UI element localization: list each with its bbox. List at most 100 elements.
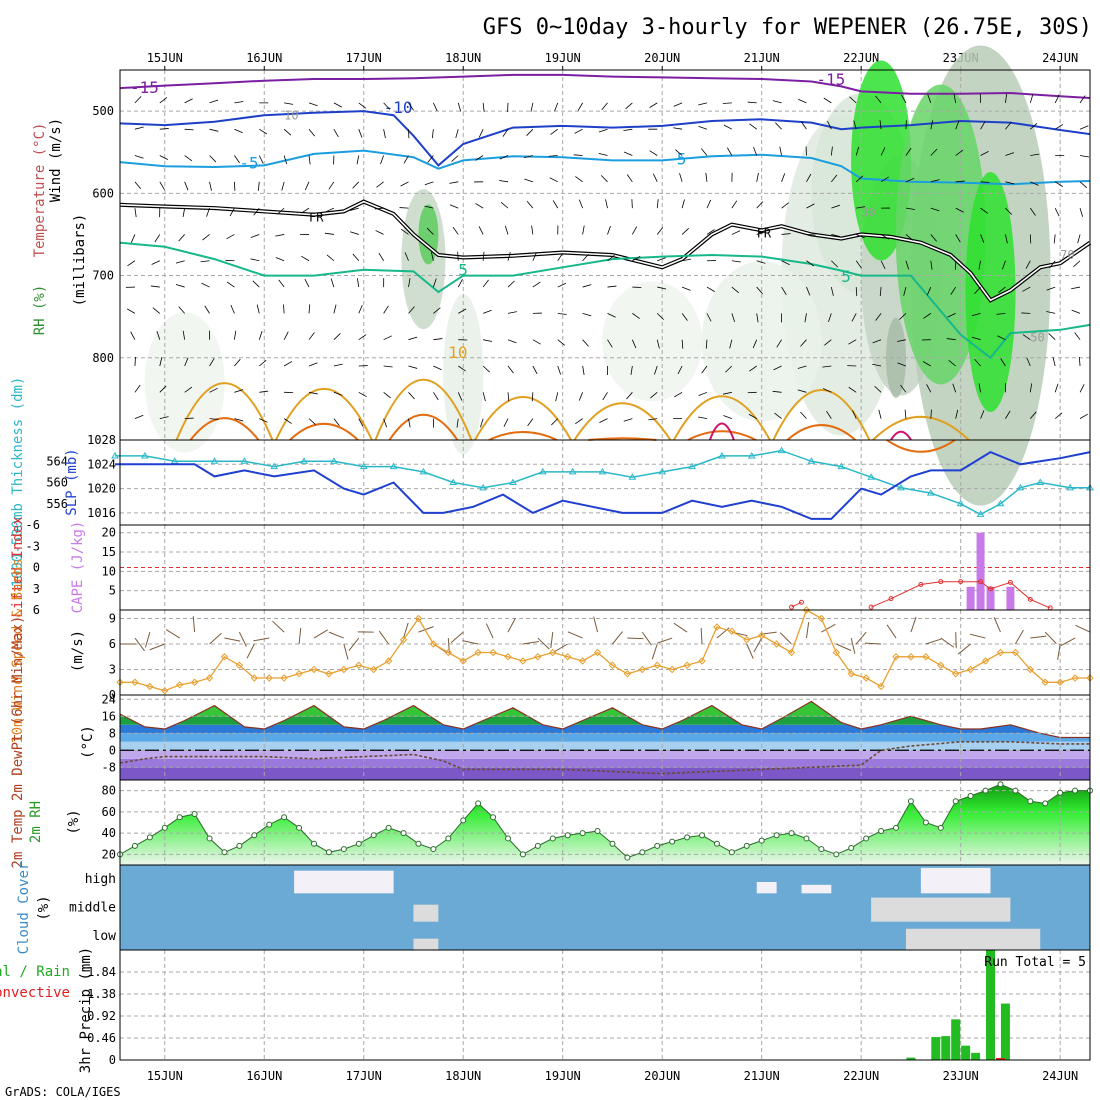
- wind-barb: [403, 622, 409, 639]
- wind-barb: [127, 260, 136, 267]
- thickness-point: [479, 483, 488, 491]
- wind-barb: [1077, 234, 1081, 244]
- wind-barb: [553, 643, 568, 653]
- wind-barb: [424, 181, 434, 186]
- wind-barb: [159, 128, 169, 130]
- wind-barb: [731, 200, 738, 209]
- rh-point: [400, 830, 407, 837]
- rh-point: [609, 840, 616, 847]
- wind-speed-point: [996, 648, 1005, 657]
- temperature-isotherm-m5: [119, 149, 1091, 186]
- wind-barb: [781, 173, 786, 182]
- wind-barb: [681, 313, 688, 321]
- wind-barb: [899, 313, 907, 320]
- precip-axis-titles: Total / Rain Convective 3hr Precip (mm): [0, 947, 94, 1073]
- wind-barb: [823, 97, 832, 104]
- lifted-index-point: [789, 604, 795, 610]
- wind-barb: [246, 643, 255, 659]
- thickness-point: [389, 462, 398, 470]
- wind-barb: [226, 234, 235, 240]
- thickness-tick-label: 560: [46, 476, 68, 490]
- wind-barb: [848, 339, 857, 345]
- wind-speed-point: [399, 636, 408, 644]
- rh-point: [445, 835, 452, 842]
- rh-point: [281, 814, 288, 821]
- rh-axis-titles: 2m RH (%): [28, 801, 82, 843]
- wind-speed-point: [1011, 648, 1020, 657]
- wind-barb: [408, 336, 418, 341]
- wind-barb: [380, 155, 385, 165]
- wind-barb: [855, 631, 867, 645]
- cape-bar: [986, 586, 995, 610]
- wind-speed-point: [698, 657, 706, 665]
- isotherm-10-arch: [374, 379, 473, 441]
- isotherm-10-arch: [772, 389, 871, 441]
- cloud-axis-title: Cloud Cover: [16, 862, 32, 955]
- wind-barb: [1054, 383, 1059, 393]
- wind-barb: [358, 391, 367, 398]
- wind-barb: [482, 309, 492, 314]
- wind-barb: [504, 225, 509, 235]
- wind-barb: [922, 361, 932, 367]
- wind-barb: [178, 234, 185, 242]
- wind-barb: [828, 313, 832, 323]
- precip-bar: [906, 1057, 916, 1060]
- wind-barb: [349, 207, 359, 211]
- thickness-point: [996, 499, 1005, 507]
- wind-barb: [779, 632, 792, 645]
- wind-barb: [184, 181, 189, 191]
- wind-barb: [550, 128, 558, 135]
- wind-barb: [175, 260, 185, 264]
- wind-barb: [725, 365, 733, 373]
- wind-barb: [165, 629, 180, 639]
- wind-barb: [480, 418, 484, 428]
- wind-barb: [557, 312, 567, 315]
- wind-barb: [378, 630, 390, 645]
- precipitation-panel: 1.84 1.38 0.92 0.46 0 Run Total = 5: [87, 949, 1091, 1067]
- temp-tick-label: 16: [102, 709, 116, 723]
- wind-barb: [593, 616, 599, 633]
- credit-text: GrADS: COLA/IGES: [5, 1085, 121, 1099]
- rh-point: [684, 834, 691, 841]
- wind-barb: [531, 392, 534, 402]
- wind-barb: [1029, 207, 1036, 216]
- cape-tick-label: 20: [102, 526, 116, 540]
- wind-barb: [333, 128, 339, 138]
- wind-barb: [283, 304, 285, 314]
- rh2m-axis-title: 2m RH: [28, 801, 44, 843]
- rh-shading: [886, 317, 906, 398]
- precip-bar: [941, 1036, 951, 1060]
- wind-barb: [449, 181, 459, 184]
- isotherm-10-arch: [474, 396, 572, 441]
- wind-barb: [154, 234, 161, 243]
- wind-barb: [1074, 332, 1081, 340]
- temp-tick-label: 24: [102, 692, 116, 706]
- wind-barb: [134, 637, 145, 652]
- rh-shading: [965, 172, 1016, 412]
- wind-barb: [806, 260, 815, 267]
- wind-barb: [855, 146, 860, 156]
- lifted-index-point: [918, 582, 924, 587]
- wind-barb: [234, 330, 237, 340]
- rh-point: [490, 814, 497, 821]
- wind-barb: [577, 102, 583, 111]
- cloud-block-high: [801, 884, 832, 894]
- wind-barb: [159, 416, 169, 420]
- wind-barb: [532, 339, 541, 345]
- thickness-point: [658, 467, 667, 475]
- wind-barb: [827, 120, 832, 130]
- rh-point: [340, 846, 347, 853]
- wind-barb: [905, 147, 912, 156]
- lifted-index-point: [958, 579, 964, 585]
- wind-barb: [557, 253, 563, 261]
- wind-barb: [625, 102, 633, 110]
- wind-barb: [575, 418, 583, 425]
- thickness-point: [598, 467, 607, 475]
- thickness-axis-title: 1000-500mb Thickness (dm): [10, 377, 26, 588]
- wind-barb: [383, 129, 386, 139]
- pressure-tick-label: 600: [92, 186, 114, 200]
- wind-barb: [482, 279, 489, 288]
- wind-barb: [706, 229, 715, 235]
- wind-barb: [152, 307, 161, 314]
- isotherm-label-m15: -15: [816, 70, 845, 89]
